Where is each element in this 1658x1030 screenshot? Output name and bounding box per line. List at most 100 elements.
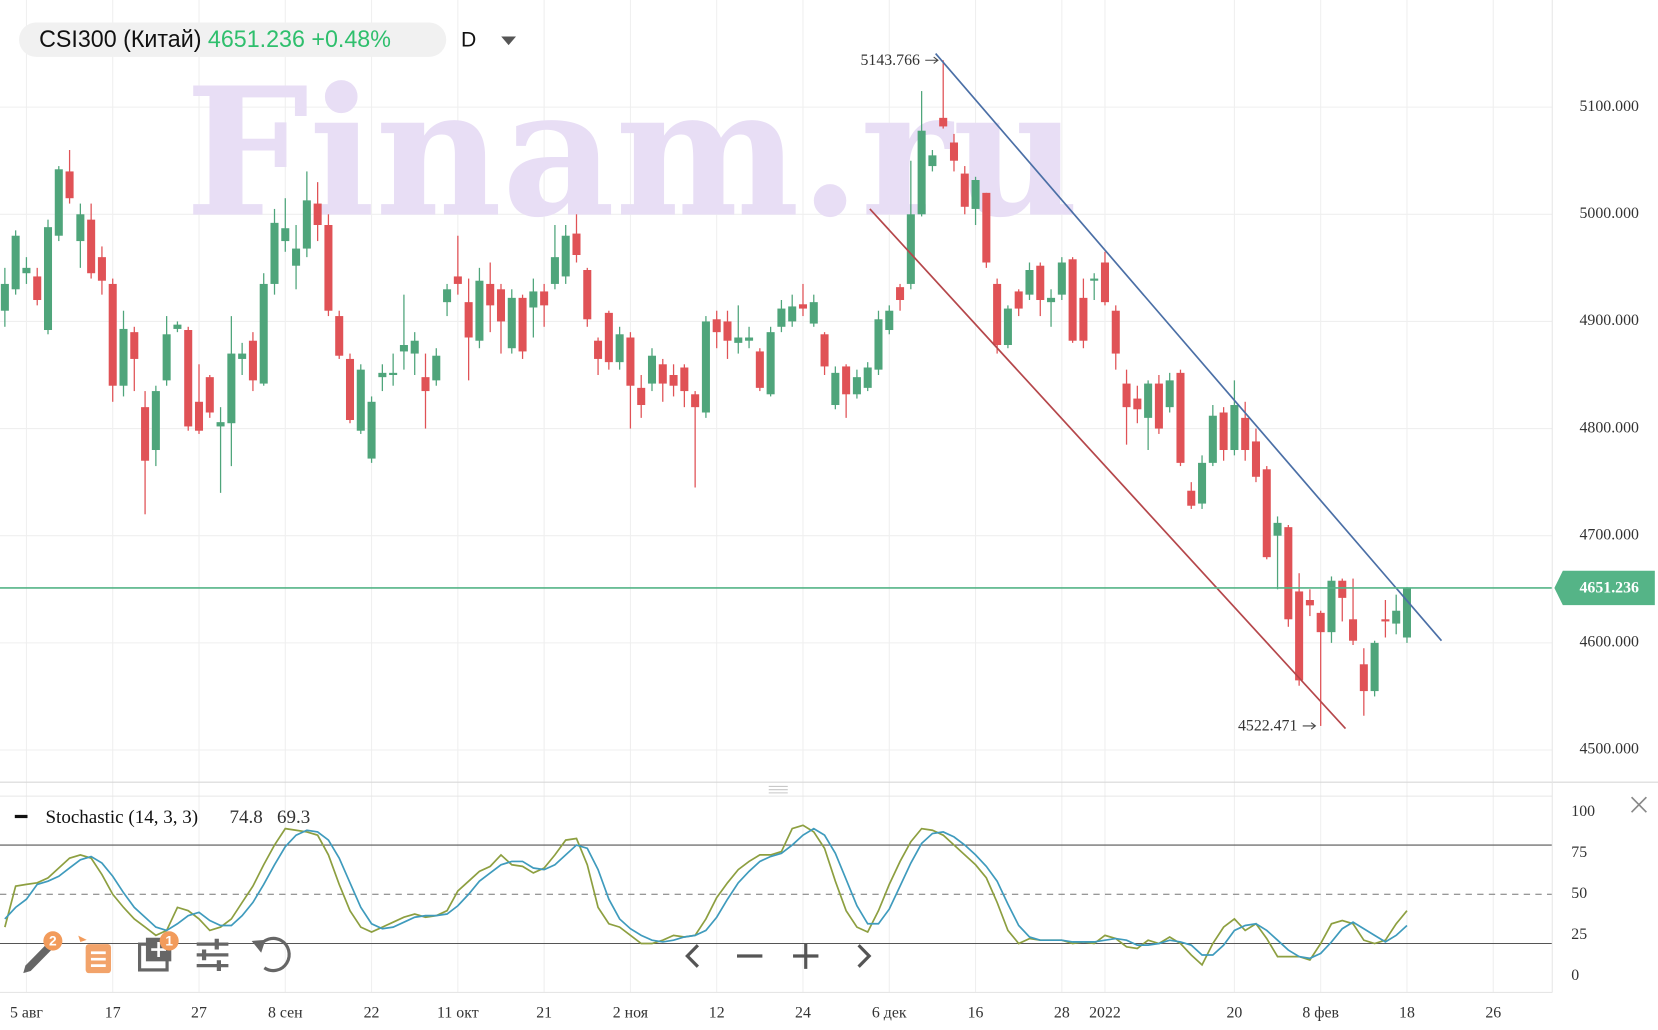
- candle-body: [378, 372, 387, 378]
- candle-body: [550, 257, 559, 284]
- candle-body: [561, 235, 570, 277]
- candle-body: [205, 377, 214, 413]
- candle-body: [594, 340, 603, 359]
- candle-body: [238, 353, 247, 359]
- y-tick-label: 4600.000: [1580, 633, 1639, 650]
- candle-body: [108, 283, 117, 386]
- candle-body: [658, 364, 667, 384]
- x-tick-label: 2 ноя: [613, 1005, 649, 1022]
- candle-body: [270, 222, 279, 284]
- reset-arrow: [251, 939, 266, 953]
- marks: [0, 53, 1553, 967]
- candle-body: [712, 319, 721, 333]
- badge-pointer: [78, 935, 87, 943]
- candle-body: [151, 391, 160, 451]
- x-tick-label: 21: [536, 1005, 552, 1022]
- candle-body: [11, 235, 20, 290]
- candle-body: [313, 203, 322, 226]
- last-price: 4651.236: [208, 26, 305, 52]
- candle-body: [324, 225, 333, 311]
- candle-body: [798, 304, 808, 309]
- y-tick-label: 5000.000: [1580, 205, 1639, 222]
- x-tick-label: 2022: [1089, 1005, 1121, 1022]
- candle-body: [993, 283, 1002, 346]
- candle-body: [1230, 405, 1239, 451]
- candle-body: [496, 289, 506, 322]
- draw-tool[interactable]: [23, 944, 52, 974]
- candle-body: [453, 276, 462, 284]
- resize-handle[interactable]: [768, 785, 788, 794]
- candle-body: [22, 267, 31, 274]
- reset-tool[interactable]: [257, 936, 291, 973]
- candle-body: [432, 355, 441, 381]
- candle-body: [1144, 383, 1153, 418]
- symbol-pill[interactable]: [19, 22, 447, 57]
- candle-body: [1014, 291, 1023, 309]
- candle-body: [184, 330, 193, 427]
- candle-body: [939, 117, 948, 127]
- close-indicator[interactable]: [1630, 796, 1647, 813]
- candle-body: [65, 171, 74, 199]
- candle-body: [76, 214, 85, 242]
- candle-body: [335, 316, 344, 356]
- annotation-arrow: [1302, 722, 1317, 730]
- symbol: CSI300 (Китай): [39, 26, 201, 52]
- candle-body: [906, 214, 915, 284]
- candle-body: [216, 422, 225, 427]
- candle-body: [1133, 398, 1142, 410]
- candle-body: [971, 180, 980, 209]
- candle-body: [141, 407, 150, 461]
- candle-body: [1219, 412, 1228, 451]
- candle-body: [615, 334, 624, 363]
- price-tag: [1554, 570, 1655, 606]
- candle-body: [356, 369, 365, 431]
- candle-body: [572, 233, 581, 256]
- trend-line: [935, 53, 1443, 642]
- y-tick-label: 100: [1571, 803, 1595, 820]
- x-tick-label: 22: [364, 1005, 380, 1022]
- candle-body: [475, 280, 484, 341]
- y-tick-label: 75: [1571, 844, 1587, 861]
- candle-body: [583, 270, 592, 320]
- candle-body: [917, 130, 926, 215]
- candle-body: [1381, 619, 1390, 622]
- candle-body: [399, 345, 408, 352]
- settings-tool[interactable]: [196, 942, 229, 968]
- scroll-left[interactable]: [685, 944, 700, 968]
- candle-body: [1122, 383, 1131, 408]
- candle-body: [604, 312, 613, 363]
- candle-body: [669, 375, 678, 386]
- scroll-right[interactable]: [857, 944, 872, 968]
- candle-body: [777, 308, 786, 327]
- candle-body: [1262, 469, 1271, 558]
- x-tick-label: 12: [709, 1005, 725, 1022]
- candle-body: [885, 310, 894, 331]
- candle-body: [809, 302, 818, 324]
- candle-body: [1154, 383, 1163, 429]
- candle-body: [43, 227, 53, 331]
- symbol-header: CSI300 (Китай) 4651.236 +0.48%: [39, 26, 391, 52]
- candle-body: [97, 257, 106, 281]
- timeframe-dropdown[interactable]: [501, 36, 517, 46]
- candle-body: [842, 366, 851, 395]
- candle-body: [1165, 380, 1174, 408]
- candle-body: [1047, 297, 1056, 303]
- x-tick-label: 27: [191, 1005, 207, 1022]
- candle-body: [1111, 310, 1120, 354]
- timeframe[interactable]: D: [461, 27, 476, 51]
- candle-body: [248, 340, 257, 381]
- zoom-in[interactable]: [793, 943, 819, 969]
- candle-body: [162, 334, 171, 381]
- candle-body: [507, 297, 516, 349]
- candle-body: [421, 377, 430, 392]
- candle-body: [1284, 527, 1293, 620]
- price-change: +0.48%: [311, 26, 391, 52]
- y-tick-label: 4800.000: [1580, 419, 1639, 436]
- annotation-arrow: [925, 56, 939, 64]
- candle-body: [0, 283, 9, 311]
- trend-line: [869, 208, 1347, 730]
- candle-body: [960, 173, 969, 207]
- candle-body: [982, 192, 991, 263]
